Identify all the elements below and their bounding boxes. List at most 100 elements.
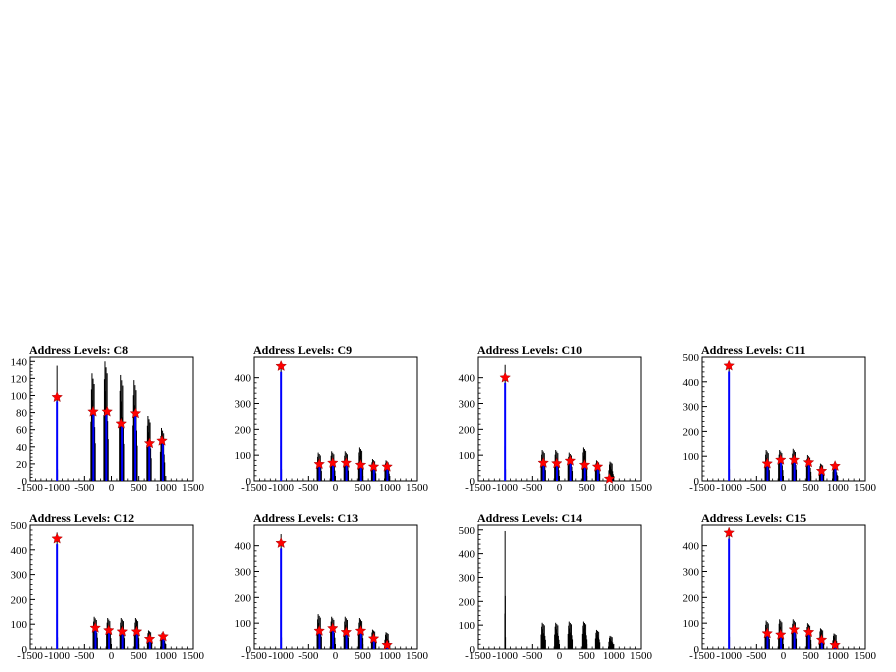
peak-marker (327, 622, 339, 634)
peak-marker (313, 458, 325, 470)
panel-title: Address Levels: C11 (701, 343, 805, 357)
peak-marker (130, 625, 143, 637)
panel-title: Address Levels: C9 (253, 343, 352, 357)
y-tick-label: 400 (683, 541, 700, 553)
peak-marker (591, 460, 604, 472)
peak-marker (143, 437, 156, 449)
panel-title: Address Levels: C14 (477, 511, 582, 525)
y-tick-label: 100 (459, 620, 476, 632)
x-tick-label: 1500 (406, 482, 429, 494)
x-tick-label: -500 (74, 650, 95, 662)
peak-marker (775, 628, 787, 640)
panel-title: Address Levels: C13 (253, 511, 358, 525)
x-tick-label: -1000 (716, 650, 742, 662)
y-tick-label: 200 (235, 592, 252, 604)
x-tick-label: 0 (109, 482, 115, 494)
x-tick-label: 500 (802, 482, 819, 494)
y-tick-label: 400 (11, 545, 28, 557)
chart-panel-4: 0 100 200 300 400 500 -1500 -1000 -500 0 500 1000 15… (683, 352, 877, 494)
y-tick-label: 80 (16, 408, 28, 420)
peak-marker (788, 623, 801, 635)
x-tick-label: 1500 (854, 650, 877, 662)
x-tick-label: 0 (109, 650, 115, 662)
peak-marker (87, 405, 99, 417)
y-tick-label: 200 (683, 592, 700, 604)
y-tick-label: 120 (11, 373, 28, 385)
peak-marker (564, 454, 577, 466)
peak-marker (603, 472, 616, 484)
peak-marker (723, 526, 735, 538)
x-tick-label: 0 (781, 650, 787, 662)
y-tick-label: 40 (16, 442, 28, 454)
y-tick-label: 0 (470, 644, 476, 656)
peak-marker (354, 458, 367, 470)
x-tick-label: -1500 (689, 482, 715, 494)
x-tick-label: -500 (74, 482, 95, 494)
y-tick-label: 0 (470, 476, 476, 488)
chart-panel-2: 0 100 200 300 400 -1500 -1000 -500 0 500 1000 1500 (235, 356, 429, 494)
peak-marker (829, 460, 841, 471)
x-tick-label: 0 (333, 650, 339, 662)
x-tick-label: -1500 (17, 482, 43, 494)
peak-marker (815, 633, 828, 645)
y-tick-label: 400 (459, 373, 476, 385)
x-tick-label: 0 (557, 482, 563, 494)
x-tick-label: 500 (130, 482, 147, 494)
x-tick-label: 0 (781, 482, 787, 494)
x-tick-label: 500 (802, 650, 819, 662)
x-tick-label: 1500 (406, 650, 429, 662)
x-tick-label: -1500 (241, 650, 267, 662)
peak-marker (313, 624, 325, 636)
x-tick-label: -500 (522, 482, 543, 494)
peak-marker (367, 632, 380, 644)
peak-marker (381, 639, 393, 650)
y-tick-label: 100 (235, 450, 252, 462)
peak-marker (775, 453, 787, 465)
x-tick-label: -1000 (492, 482, 518, 494)
y-tick-label: 20 (16, 459, 28, 471)
x-tick-label: 500 (578, 650, 595, 662)
y-tick-label: 300 (459, 572, 476, 584)
x-tick-label: -500 (522, 650, 543, 662)
peak-marker (157, 630, 169, 642)
x-tick-label: 1500 (630, 482, 653, 494)
x-tick-label: -1500 (17, 650, 43, 662)
y-tick-label: 100 (235, 618, 252, 630)
peak-marker (340, 626, 353, 638)
x-tick-label: -1000 (716, 482, 742, 494)
peak-marker (101, 405, 113, 417)
y-tick-label: 100 (11, 619, 28, 631)
y-tick-label: 500 (11, 520, 28, 532)
x-tick-label: 1000 (603, 482, 626, 494)
peak-marker (327, 456, 339, 468)
y-tick-label: 200 (683, 426, 700, 438)
peak-marker (103, 624, 115, 636)
peak-marker (354, 624, 367, 636)
peak-marker (723, 359, 735, 371)
panel-title: Address Levels: C15 (701, 511, 806, 525)
x-tick-label: -500 (746, 482, 767, 494)
x-tick-label: 1500 (630, 650, 653, 662)
peak-marker (143, 633, 156, 644)
y-tick-label: 400 (459, 549, 476, 561)
y-tick-label: 400 (683, 377, 700, 389)
peak-marker (51, 391, 63, 403)
x-tick-label: 1000 (155, 650, 178, 662)
y-tick-label: 200 (459, 596, 476, 608)
y-tick-label: 140 (11, 356, 28, 368)
peak-marker (89, 621, 101, 633)
chart-panel-6: 0 100 200 300 400 -1500 -1000 -500 0 500 1000 1500 (235, 524, 429, 662)
peak-marker (340, 456, 353, 468)
x-tick-label: -1000 (44, 650, 70, 662)
y-tick-label: 0 (694, 644, 700, 656)
y-tick-label: 0 (22, 644, 28, 656)
panel-title: Address Levels: C10 (477, 343, 582, 357)
peak-marker (788, 453, 801, 465)
x-tick-label: 500 (354, 650, 371, 662)
chart-panel-3: 0 100 200 300 400 -1500 -1000 -500 0 500 1000 1500 (459, 356, 653, 494)
y-tick-label: 0 (246, 476, 252, 488)
x-tick-label: 1000 (827, 650, 850, 662)
peak-marker (537, 456, 549, 468)
